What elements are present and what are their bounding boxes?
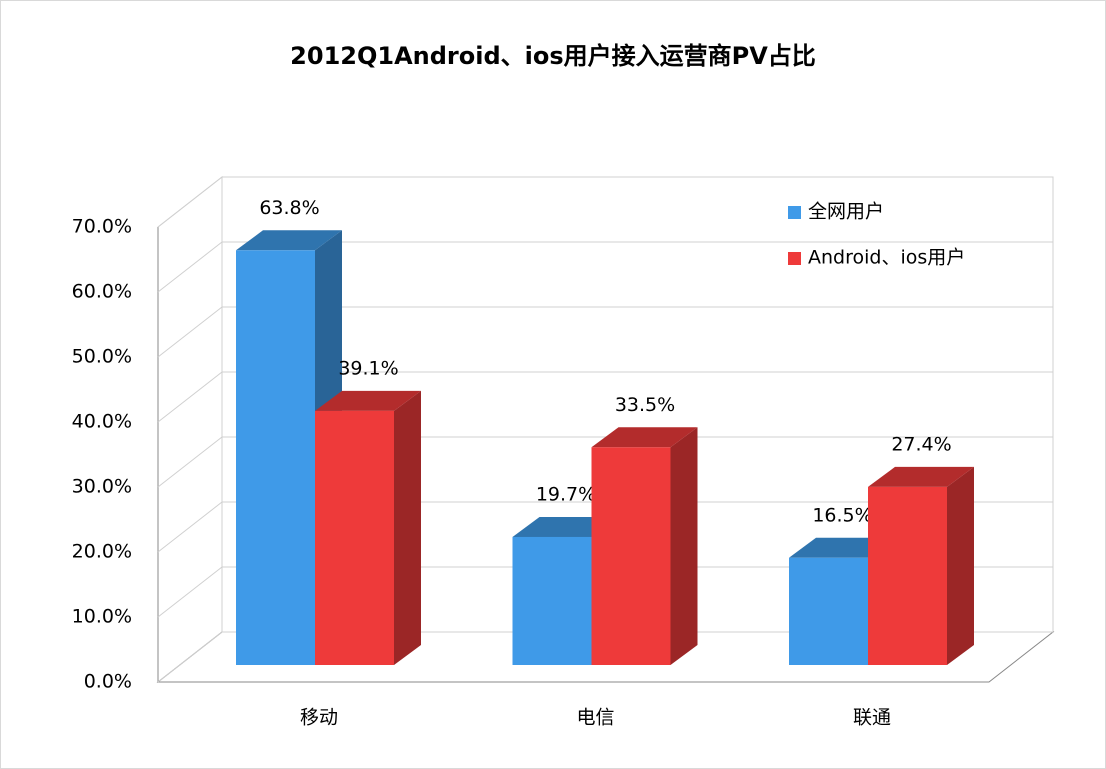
y-tick-label: 0.0% [84,671,132,693]
x-tick-label: 移动 [300,707,338,729]
legend-label: Android、ios用户 [808,247,965,269]
x-tick-label: 联通 [853,707,891,729]
y-tick-label: 50.0% [72,346,132,368]
y-tick-label: 20.0% [72,541,132,563]
bar-top [315,390,421,411]
value-label: 63.8% [259,197,319,219]
bar [591,447,671,665]
x-tick-label: 电信 [576,707,614,729]
grid-line [157,176,1053,228]
y-tick-label: 30.0% [72,476,132,498]
legend-label: 全网用户 [808,201,884,223]
value-label: 16.5% [812,504,872,526]
value-label: 33.5% [615,394,675,416]
y-tick-label: 60.0% [72,281,132,303]
bar-side [947,466,974,665]
bar [868,486,947,665]
grid-line [157,566,1053,618]
bar [315,410,394,665]
bar-side [670,427,698,665]
bar [789,557,868,665]
bar-side [394,390,421,665]
y-tick-label: 70.0% [72,216,132,238]
grid-line [157,306,1053,358]
grid-line [157,241,1053,293]
chart-title: 2012Q1Android、ios用户接入运营商PV占比 [290,42,816,70]
grid-line [157,436,1053,488]
bar-top [236,230,342,251]
y-tick-label: 10.0% [72,606,132,628]
legend-swatch [788,206,801,219]
value-label: 27.4% [891,433,951,455]
grid-line [157,371,1053,423]
grid-line [157,501,1053,553]
bar [512,536,592,665]
y-tick-label: 40.0% [72,411,132,433]
bar-top [591,427,698,448]
bar-top [868,466,974,487]
legend-swatch [788,252,801,265]
value-label: 39.1% [338,357,398,379]
grid-line [157,631,1053,683]
value-label: 19.7% [536,483,596,505]
bar [236,250,315,666]
